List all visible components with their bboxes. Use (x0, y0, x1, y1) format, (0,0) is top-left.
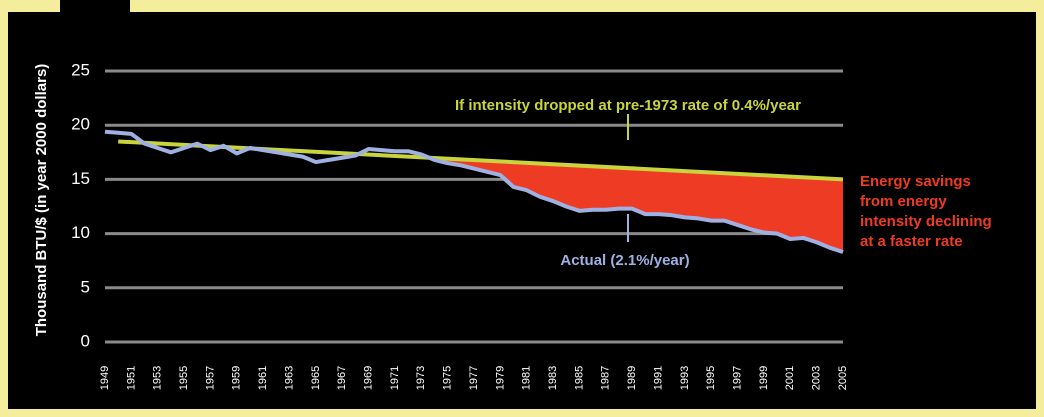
x-tick-label: 1997 (731, 366, 743, 390)
ticks: 0 5 10 15 20 25 1949 1951 1953 1955 1957 1959 1961 19… (71, 60, 849, 390)
savings-label: Energy savings from energy intensity decli… (860, 173, 992, 250)
savings-area (421, 154, 843, 253)
x-tick-label: 1977 (468, 366, 480, 390)
x-tick-label: 1999 (758, 366, 770, 390)
y-tick-label: 25 (71, 60, 90, 79)
x-tick-label: 1951 (125, 366, 137, 390)
y-axis-label: Thousand BTU/$ (in year 2000 dollars) (33, 64, 50, 337)
x-tick-label: 1949 (99, 366, 111, 390)
savings-label-line: intensity declining (860, 213, 992, 230)
savings-label-line: from energy (860, 193, 947, 210)
x-tick-label: 1961 (257, 366, 269, 390)
x-tick-label: 1975 (442, 366, 454, 390)
x-tick-label: 1973 (415, 366, 427, 390)
x-tick-label: 1979 (494, 366, 506, 390)
series-line (118, 139, 844, 182)
savings-layer (421, 154, 843, 253)
x-tick-label: 1995 (705, 366, 717, 390)
savings-label-line: at a faster rate (860, 233, 963, 250)
y-tick-label: 20 (71, 115, 90, 134)
x-tick-label: 1969 (362, 366, 374, 390)
x-tick-label: 1985 (573, 366, 585, 390)
x-tick-label: 1987 (600, 366, 612, 390)
x-tick-label: 1989 (626, 366, 638, 390)
x-tick-label: 1957 (204, 366, 216, 390)
x-tick-label: 1959 (231, 366, 243, 390)
series-line (104, 129, 844, 254)
x-tick-label: 1955 (178, 366, 190, 390)
x-tick-label: 1981 (521, 366, 533, 390)
savings-label-line: Energy savings (860, 173, 971, 190)
x-tick-label: 1963 (283, 366, 295, 390)
lines (104, 129, 844, 254)
y-tick-label: 5 (81, 277, 90, 296)
header-tab (60, 0, 130, 14)
y-tick-label: 10 (71, 223, 90, 242)
grid (105, 69, 843, 344)
x-tick-label: 2003 (811, 366, 823, 390)
y-tick-label: 0 (81, 331, 90, 350)
y-tick-label: 15 (71, 169, 90, 188)
x-tick-label: 2001 (784, 366, 796, 390)
x-tick-label: 2005 (837, 366, 849, 390)
x-tick-label: 1967 (336, 366, 348, 390)
x-tick-label: 1953 (152, 366, 164, 390)
actual-label: Actual (2.1%/year) (560, 252, 689, 269)
x-tick-label: 1965 (310, 366, 322, 390)
x-tick-label: 1993 (679, 366, 691, 390)
x-tick-label: 1983 (547, 366, 559, 390)
x-tick-label: 1971 (389, 366, 401, 390)
x-tick-label: 1991 (652, 366, 664, 390)
projection-label: If intensity dropped at pre-1973 rate of… (455, 97, 801, 114)
